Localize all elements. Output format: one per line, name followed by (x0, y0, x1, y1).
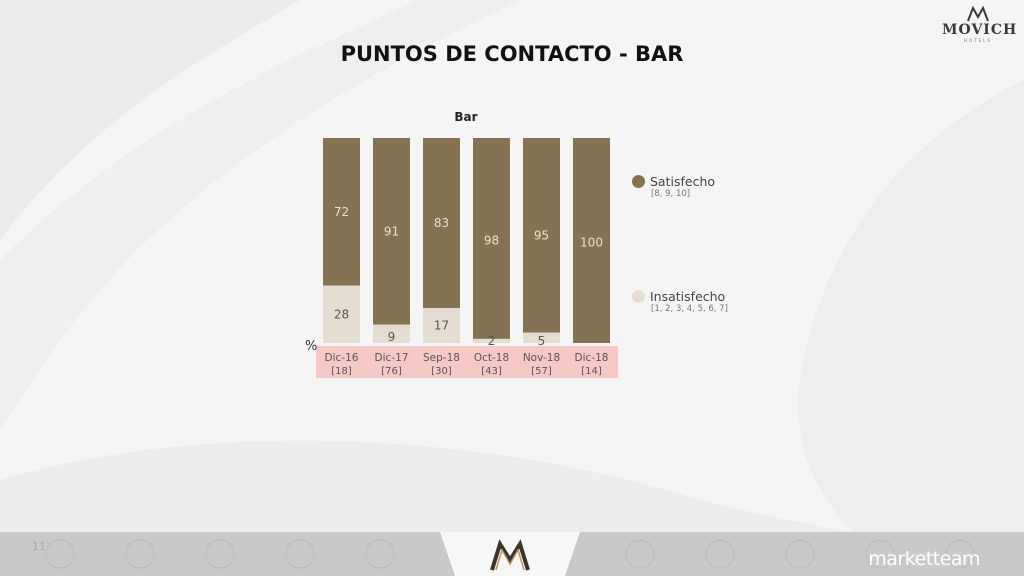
legend-label-insatisfecho: Insatisfecho (650, 289, 726, 304)
data-label-insatisfecho: 5 (538, 334, 546, 348)
data-label-satisfecho: 98 (484, 233, 499, 247)
bar-insatisfecho (523, 332, 560, 343)
xaxis-tick-label: Nov-18 (523, 352, 560, 364)
bar-satisfecho (523, 138, 560, 333)
bar-satisfecho (473, 138, 510, 339)
footer-brand-name: marketteam (868, 548, 980, 570)
legend-swatch-insatisfecho (632, 290, 645, 303)
logo-sub: HOTELS (964, 38, 992, 43)
xaxis-tick-label: Dic-17 (375, 352, 409, 364)
xaxis-band (316, 346, 618, 378)
footer-brand: marketteam (868, 548, 980, 570)
footer-logo-tab (440, 532, 580, 576)
data-label-insatisfecho: 2 (488, 334, 496, 348)
bar-insatisfecho (323, 285, 360, 343)
bar-insatisfecho (373, 324, 410, 343)
footer-page-number: 11 (32, 540, 46, 553)
bar-insatisfecho (473, 338, 510, 343)
data-label-insatisfecho: 9 (388, 330, 396, 344)
xaxis-base-label: [30] (431, 366, 452, 377)
xaxis-base-label: [14] (581, 366, 602, 377)
legend-scale-satisfecho: [8, 9, 10] (651, 189, 691, 199)
legend-scale-insatisfecho: [1, 2, 3, 4, 5, 6, 7] (651, 304, 728, 314)
bar-satisfecho (323, 138, 360, 286)
xaxis-tick-label: Sep-18 (423, 352, 460, 364)
data-label-satisfecho: 83 (434, 216, 449, 230)
bar-insatisfecho (423, 308, 460, 343)
data-label-satisfecho: 72 (334, 205, 349, 219)
data-label-satisfecho: 95 (534, 228, 549, 242)
xaxis-tick-label: Dic-16 (325, 352, 359, 364)
movich-logo: MOVICH HOTELS (942, 6, 1018, 43)
movich-mark-icon (967, 6, 989, 22)
page-title: PUNTOS DE CONTACTO - BAR (340, 42, 684, 66)
legend-label-satisfecho: Satisfecho (650, 174, 716, 189)
xaxis-tick-label: Dic-18 (575, 352, 609, 364)
legend-swatch-satisfecho (632, 175, 645, 188)
data-label-satisfecho: 91 (384, 224, 399, 238)
data-label-insatisfecho: 28 (334, 307, 349, 321)
bar-satisfecho (373, 138, 410, 325)
bar-satisfecho (423, 138, 460, 309)
movich-mark-icon (490, 539, 530, 571)
bar-satisfecho (573, 138, 610, 343)
logo-brand: MOVICH (942, 22, 1018, 38)
data-label-satisfecho: 100 (580, 236, 603, 250)
xaxis-base-label: [57] (531, 366, 552, 377)
xaxis-base-label: [18] (331, 366, 352, 377)
footer-bar (0, 532, 1024, 576)
chart-title: Bar (454, 110, 478, 124)
data-label-insatisfecho: 17 (434, 319, 449, 333)
xaxis-base-label: [76] (381, 366, 402, 377)
xaxis-base-label: [43] (481, 366, 502, 377)
xaxis-tick-label: Oct-18 (474, 352, 509, 364)
ylabel: % (305, 339, 317, 354)
